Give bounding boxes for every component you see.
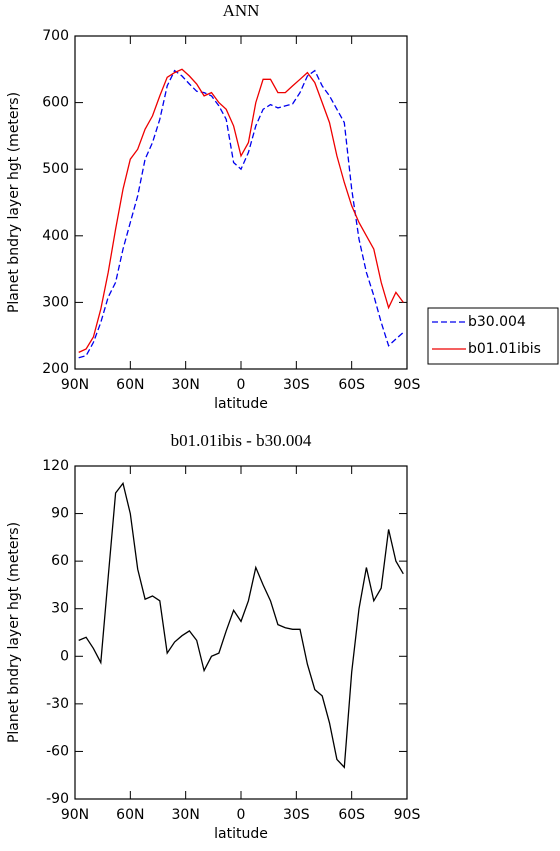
y-axis-label: Planet bndry layer hgt (meters) (6, 522, 22, 743)
plot-frame (74, 465, 408, 800)
data-line (78, 481, 404, 769)
x-tick-label: 30N (172, 807, 200, 823)
data-line (78, 69, 404, 359)
x-tick-label: 60S (338, 807, 365, 823)
y-tick-label: -60 (46, 743, 69, 759)
y-tick-label: 30 (51, 601, 69, 617)
y-tick-label: 300 (42, 294, 69, 310)
x-tick-label: 0 (237, 807, 246, 823)
x-axis-label: latitude (214, 826, 268, 842)
y-axis-label: Planet bndry layer hgt (meters) (6, 92, 22, 313)
x-tick-label: 60N (116, 377, 144, 393)
x-tick-label: 60N (116, 807, 144, 823)
legend-label: b30.004 (468, 314, 526, 330)
x-tick-label: 60S (338, 377, 365, 393)
data-line (78, 68, 404, 353)
y-tick-label: 200 (42, 361, 69, 377)
x-tick-label: 90N (61, 377, 89, 393)
y-tick-label: -30 (46, 696, 69, 712)
y-tick-label: 90 (51, 506, 69, 522)
x-tick-label: 30N (172, 377, 200, 393)
y-tick-label: 120 (42, 458, 69, 474)
x-tick-label: 30S (283, 377, 310, 393)
legend-box (427, 307, 559, 365)
y-tick-label: 500 (42, 161, 69, 177)
legend-label: b01.01ibis (468, 341, 541, 357)
y-tick-label: 700 (42, 28, 69, 44)
x-tick-label: 90S (394, 807, 421, 823)
y-tick-label: 0 (60, 648, 69, 664)
y-tick-label: 400 (42, 228, 69, 244)
y-tick-label: 600 (42, 95, 69, 111)
chart-title: ANN (223, 1, 260, 20)
x-tick-label: 30S (283, 807, 310, 823)
y-tick-label: -90 (46, 791, 69, 807)
chart-title: b01.01ibis - b30.004 (171, 431, 312, 450)
y-tick-label: 60 (51, 553, 69, 569)
x-axis-label: latitude (214, 396, 268, 412)
x-tick-label: 90S (394, 377, 421, 393)
x-tick-label: 0 (237, 377, 246, 393)
x-tick-label: 90N (61, 807, 89, 823)
plot-frame (74, 35, 408, 370)
